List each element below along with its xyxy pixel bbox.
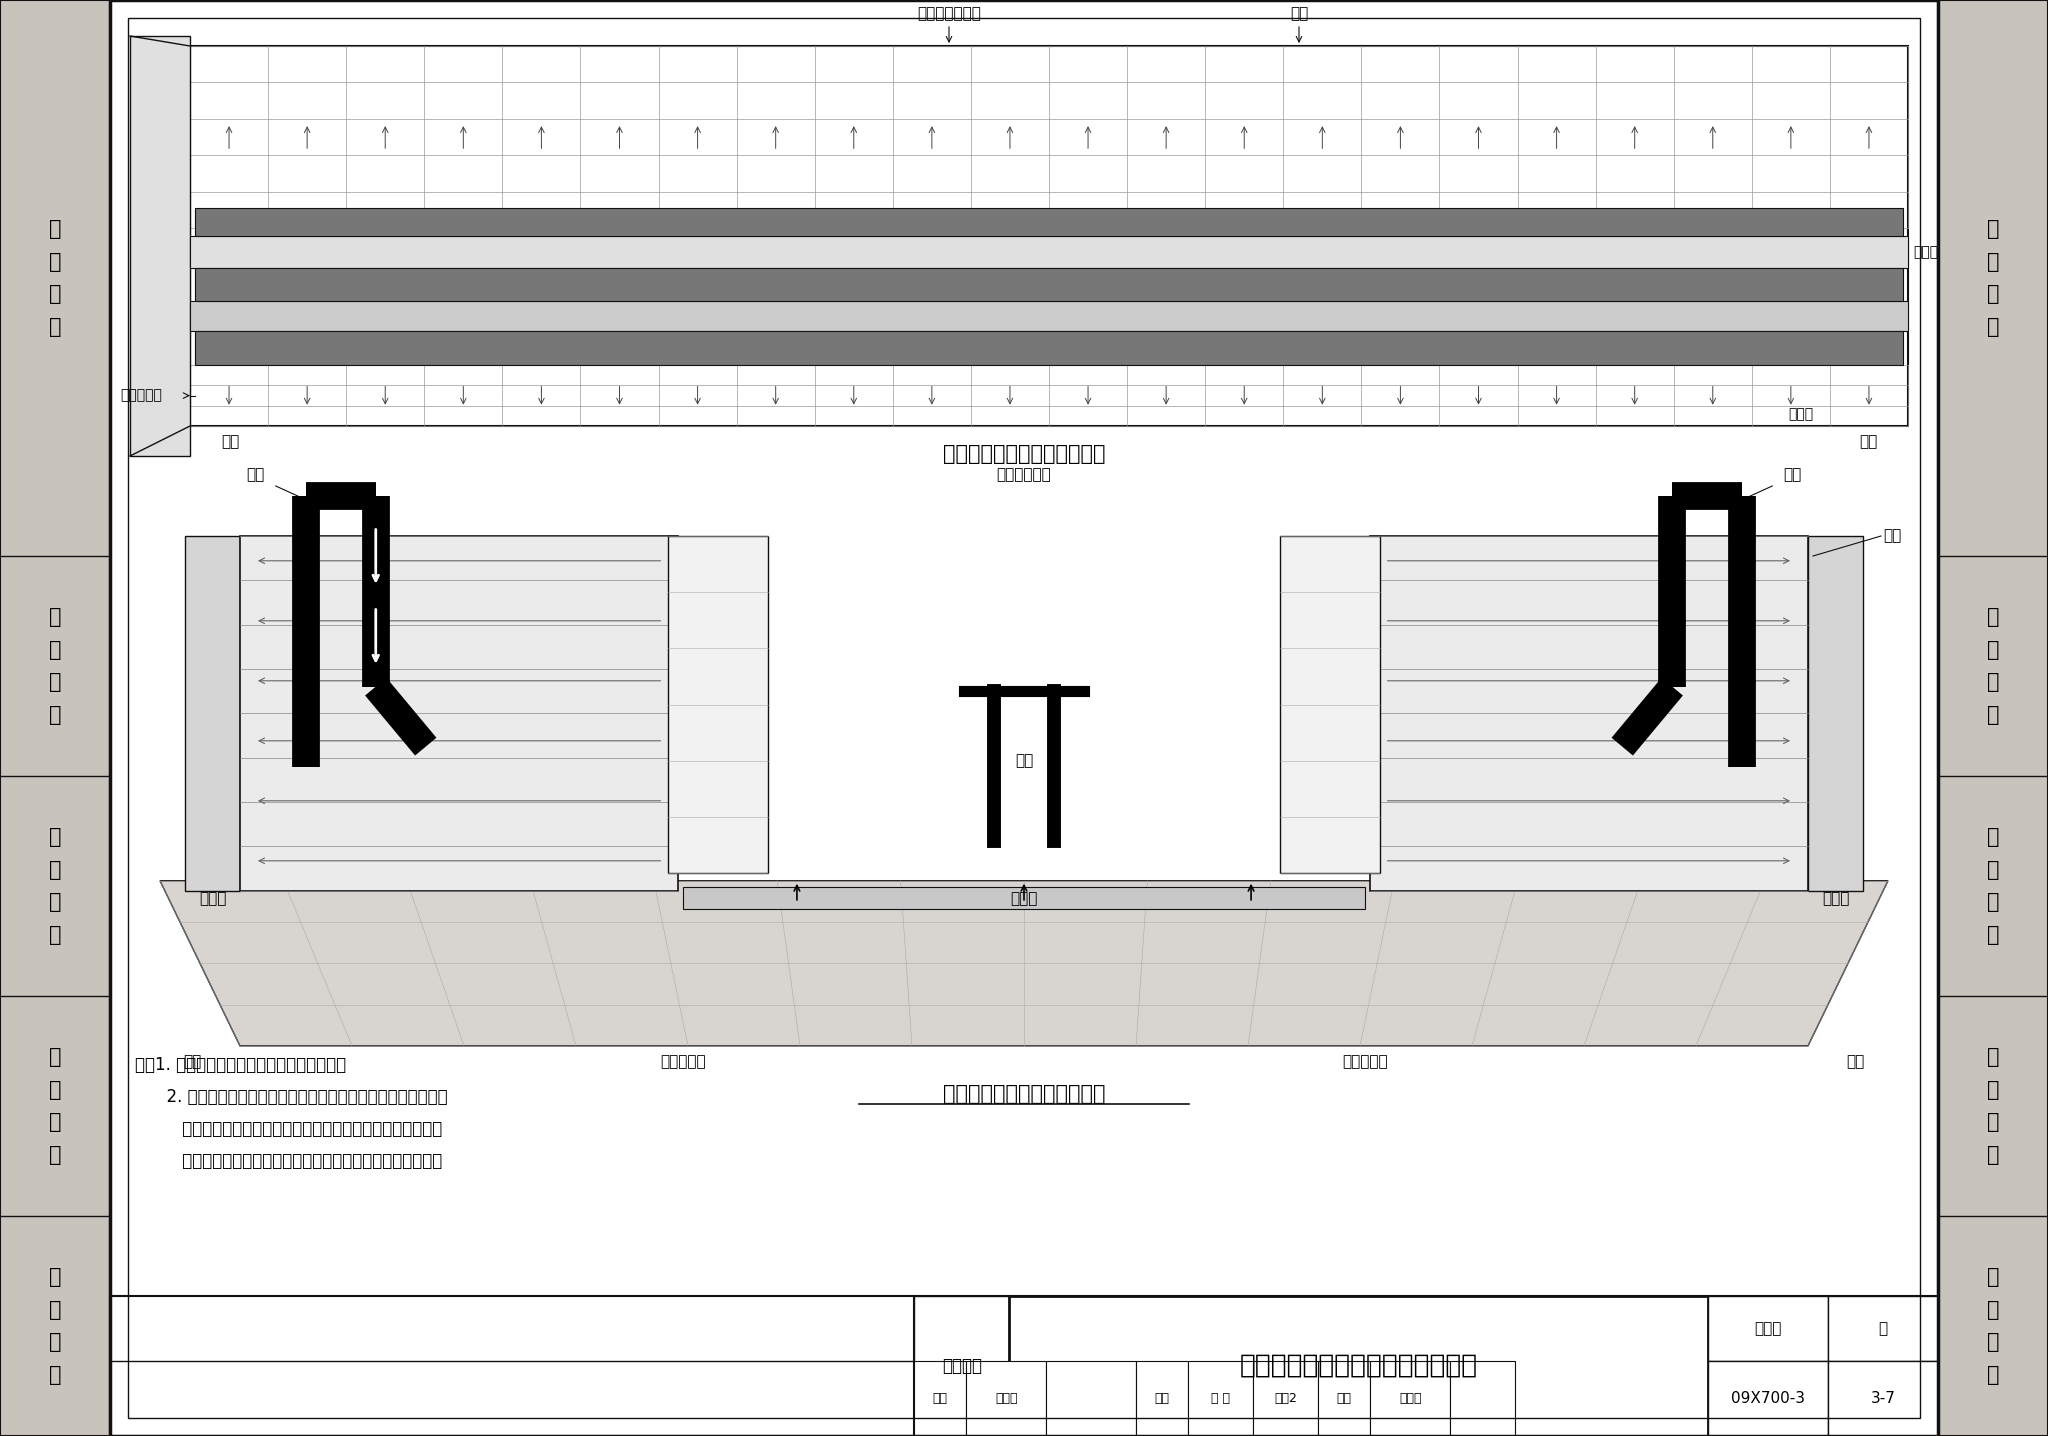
Text: 机房专用空调: 机房专用空调 xyxy=(997,467,1051,482)
Text: 地板送风口: 地板送风口 xyxy=(121,389,162,402)
Text: 防
雷
接
地: 防 雷 接 地 xyxy=(49,1267,61,1386)
Text: 缆
线
敷
设: 缆 线 敷 设 xyxy=(49,827,61,945)
Text: 2. 机柜采用面对面、背对背的布置方式，由机房专用空调送出: 2. 机柜采用面对面、背对背的布置方式，由机房专用空调送出 xyxy=(135,1088,449,1106)
Text: 的冷风，经地板送风口送出，从机柜正面进入，对机柜内各: 的冷风，经地板送风口送出，从机柜正面进入，对机柜内各 xyxy=(135,1120,442,1137)
Text: 送风: 送风 xyxy=(1847,1054,1864,1068)
Text: 机
房
工
程: 机 房 工 程 xyxy=(49,218,61,337)
Bar xyxy=(1708,1361,1829,1436)
Text: 设
备
安
装: 设 备 安 装 xyxy=(49,1047,61,1165)
Bar xyxy=(111,0,1937,1436)
Text: 防静电活动地板: 防静电活动地板 xyxy=(918,6,981,22)
Bar xyxy=(684,887,1364,909)
Text: 送风: 送风 xyxy=(1016,754,1032,768)
Text: 页: 页 xyxy=(1878,1321,1888,1335)
Text: 黄德明: 黄德明 xyxy=(995,1391,1018,1404)
Text: 冷通道: 冷通道 xyxy=(1010,890,1038,906)
Text: 设计: 设计 xyxy=(1337,1391,1352,1404)
Bar xyxy=(1047,1361,1137,1436)
Text: 3-7: 3-7 xyxy=(1870,1391,1896,1406)
Bar xyxy=(967,1361,1047,1436)
Polygon shape xyxy=(160,880,1888,1045)
Text: 注：1. 图中机柜为前进风／后出风方式冷却。: 注：1. 图中机柜为前进风／后出风方式冷却。 xyxy=(135,1055,346,1074)
Text: 签名2: 签名2 xyxy=(1274,1391,1296,1404)
Bar xyxy=(1319,1361,1370,1436)
Text: 图集号: 图集号 xyxy=(1755,1321,1782,1335)
Bar xyxy=(111,1297,1937,1436)
Text: 电子信息系统机房气流组织示意图: 电子信息系统机房气流组织示意图 xyxy=(1239,1353,1479,1379)
Bar xyxy=(195,269,1903,300)
Bar xyxy=(913,1297,1010,1436)
Text: 冷通道: 冷通道 xyxy=(1913,246,1937,258)
Bar xyxy=(1370,1361,1450,1436)
Bar xyxy=(195,207,1903,236)
Text: 回风: 回风 xyxy=(1784,467,1802,482)
Text: 冷热通道气流组织平面示意图: 冷热通道气流组织平面示意图 xyxy=(942,444,1106,464)
Text: 热通道: 热通道 xyxy=(1823,890,1849,906)
Text: 供
电
电
源: 供 电 电 源 xyxy=(1987,607,1999,725)
Bar xyxy=(190,300,1909,332)
Text: 防静电地板: 防静电地板 xyxy=(662,1054,707,1068)
Bar xyxy=(190,46,1909,426)
Text: 热通道: 热通道 xyxy=(1788,406,1812,421)
Text: 09X700-3: 09X700-3 xyxy=(1731,1391,1804,1406)
Text: 空调: 空调 xyxy=(221,434,240,449)
Text: 送风: 送风 xyxy=(184,1054,201,1068)
Bar xyxy=(1010,1297,1708,1436)
Text: 回风: 回风 xyxy=(246,467,264,482)
Bar xyxy=(1450,1361,1516,1436)
Bar xyxy=(111,0,1937,1436)
Bar xyxy=(129,36,190,457)
Bar xyxy=(1937,0,2048,1436)
Text: 缆
线
敷
设: 缆 线 敷 设 xyxy=(1987,827,1999,945)
Text: 机柜: 机柜 xyxy=(1290,6,1309,22)
Text: 热通道: 热通道 xyxy=(199,890,225,906)
Bar xyxy=(1708,1297,1829,1361)
Bar xyxy=(1137,1361,1188,1436)
Text: 空调: 空调 xyxy=(1860,434,1878,449)
Bar xyxy=(1808,536,1864,890)
Text: 部件进行冷却，再从机柜背面吹出后，回到机房专用空调。: 部件进行冷却，再从机柜背面吹出后，回到机房专用空调。 xyxy=(135,1152,442,1170)
Bar xyxy=(913,1361,967,1436)
Bar xyxy=(0,0,111,1436)
Text: 机柜: 机柜 xyxy=(1882,528,1901,543)
Bar xyxy=(1253,1361,1319,1436)
Text: 冷热通道气流组织立面示意图: 冷热通道气流组织立面示意图 xyxy=(942,1084,1106,1104)
Text: 钟景华: 钟景华 xyxy=(1399,1391,1421,1404)
Bar xyxy=(1370,536,1808,890)
Bar xyxy=(1280,536,1380,873)
Bar xyxy=(240,536,678,890)
Bar xyxy=(190,236,1909,269)
Bar xyxy=(127,19,1921,1417)
Text: 机房工程: 机房工程 xyxy=(942,1357,981,1376)
Bar xyxy=(1829,1297,1937,1361)
Bar xyxy=(195,332,1903,365)
Bar xyxy=(1829,1361,1937,1436)
Text: 防
雷
接
地: 防 雷 接 地 xyxy=(1987,1267,1999,1386)
Text: 机
房
工
程: 机 房 工 程 xyxy=(1987,218,1999,337)
Bar xyxy=(184,536,240,890)
Text: 孙 兰: 孙 兰 xyxy=(1210,1391,1231,1404)
Text: 地板送风口: 地板送风口 xyxy=(1341,1054,1386,1068)
Text: 审核: 审核 xyxy=(932,1391,948,1404)
Text: 供
电
电
源: 供 电 电 源 xyxy=(49,607,61,725)
Bar xyxy=(668,536,768,873)
Bar xyxy=(1188,1361,1253,1436)
Text: 校对: 校对 xyxy=(1155,1391,1169,1404)
Text: 设
备
安
装: 设 备 安 装 xyxy=(1987,1047,1999,1165)
